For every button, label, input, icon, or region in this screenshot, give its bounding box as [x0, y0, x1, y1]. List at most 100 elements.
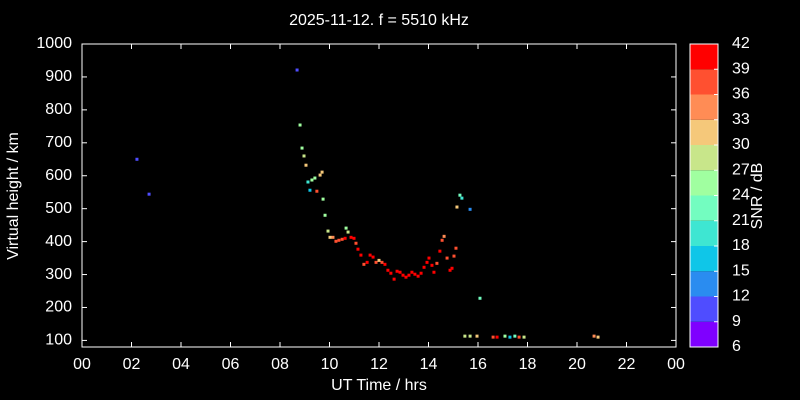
data-point: [468, 207, 472, 211]
data-point: [321, 197, 325, 201]
data-point: [508, 335, 512, 339]
colorbar-band: [690, 145, 718, 171]
data-point: [416, 274, 420, 278]
data-point: [401, 273, 405, 277]
y-axis-label: Virtual height / km: [5, 132, 22, 260]
x-tick-label: 20: [568, 356, 586, 373]
colorbar-band: [690, 321, 718, 347]
plot-frame: [81, 43, 677, 348]
data-point: [452, 254, 456, 258]
data-point: [362, 262, 366, 266]
data-point: [432, 270, 436, 274]
data-point: [513, 334, 517, 338]
data-point: [313, 176, 317, 180]
colorbar-band: [690, 271, 718, 297]
data-point: [427, 256, 431, 260]
data-point: [450, 266, 454, 270]
data-point: [334, 239, 338, 243]
colorbar-tick-label: 9: [732, 313, 741, 330]
data-point: [386, 268, 390, 272]
colorbar-band: [690, 296, 718, 322]
data-point: [398, 270, 402, 274]
y-tick-label: 700: [45, 134, 72, 151]
x-tick-label: 00: [667, 356, 685, 373]
colorbar-tick-label: 33: [732, 111, 750, 128]
data-point: [300, 146, 304, 150]
data-point: [310, 178, 314, 182]
data-point: [419, 271, 423, 275]
x-tick-label: 10: [321, 356, 339, 373]
x-tick-label: 22: [618, 356, 636, 373]
data-point: [455, 205, 459, 209]
data-point: [478, 296, 482, 300]
data-point: [460, 196, 464, 200]
x-axis-label: UT Time / hrs: [331, 377, 427, 394]
colorbar-tick-label: 18: [732, 237, 750, 254]
data-point: [359, 253, 363, 257]
x-tick-label: 14: [420, 356, 438, 373]
data-point: [438, 249, 442, 253]
data-point: [308, 188, 312, 192]
data-point: [368, 253, 372, 257]
data-point: [326, 229, 330, 233]
data-point: [395, 269, 399, 273]
data-point: [365, 260, 369, 264]
data-point: [522, 335, 526, 339]
data-point: [495, 335, 499, 339]
data-point: [337, 238, 341, 242]
data-point: [407, 273, 411, 277]
data-point: [352, 236, 356, 240]
data-point: [468, 334, 472, 338]
colorbar-tick-label: 30: [732, 136, 750, 153]
colorbar-tick-label: 12: [732, 288, 750, 305]
data-point: [318, 173, 322, 177]
data-point: [445, 256, 449, 260]
colorbar-band: [690, 44, 718, 70]
data-point: [503, 334, 507, 338]
data-point: [475, 334, 479, 338]
x-tick-label: 16: [469, 356, 487, 373]
data-point: [147, 192, 151, 196]
data-point: [517, 335, 521, 339]
data-point: [374, 260, 378, 264]
data-point: [343, 236, 347, 240]
data-point: [463, 334, 467, 338]
chart-title: 2025-11-12. f = 5510 kHz: [289, 12, 469, 29]
colorbar-band: [690, 94, 718, 120]
data-point: [135, 157, 139, 161]
data-point: [346, 230, 350, 234]
x-tick-label: 12: [370, 356, 388, 373]
data-point: [340, 237, 344, 241]
data-point: [306, 180, 310, 184]
data-point: [454, 246, 458, 250]
colorbar-band: [690, 220, 718, 246]
data-point: [413, 272, 417, 276]
data-point: [448, 268, 452, 272]
colorbar-tick-label: 39: [732, 60, 750, 77]
x-tick-label: 18: [519, 356, 537, 373]
colorbar-tick-label: 36: [732, 86, 750, 103]
data-point: [389, 271, 393, 275]
data-point: [323, 213, 327, 217]
colorbar-band: [690, 195, 718, 221]
data-point: [328, 235, 332, 239]
data-point: [320, 170, 324, 174]
colorbar-band: [690, 246, 718, 272]
data-point: [392, 277, 396, 281]
y-tick-label: 800: [45, 101, 72, 118]
y-tick-label: 100: [45, 332, 72, 349]
colorbar-band: [690, 170, 718, 196]
y-tick-label: 600: [45, 167, 72, 184]
data-point: [430, 263, 434, 267]
data-point: [380, 260, 384, 264]
data-point: [404, 275, 408, 279]
y-tick-label: 500: [45, 200, 72, 217]
data-point: [440, 238, 444, 242]
colorbar-tick-label: 21: [732, 212, 750, 229]
data-point: [435, 261, 439, 265]
data-point: [298, 123, 302, 127]
data-point: [383, 262, 387, 266]
data-point: [354, 241, 358, 245]
colorbar-tick-label: 24: [732, 187, 750, 204]
